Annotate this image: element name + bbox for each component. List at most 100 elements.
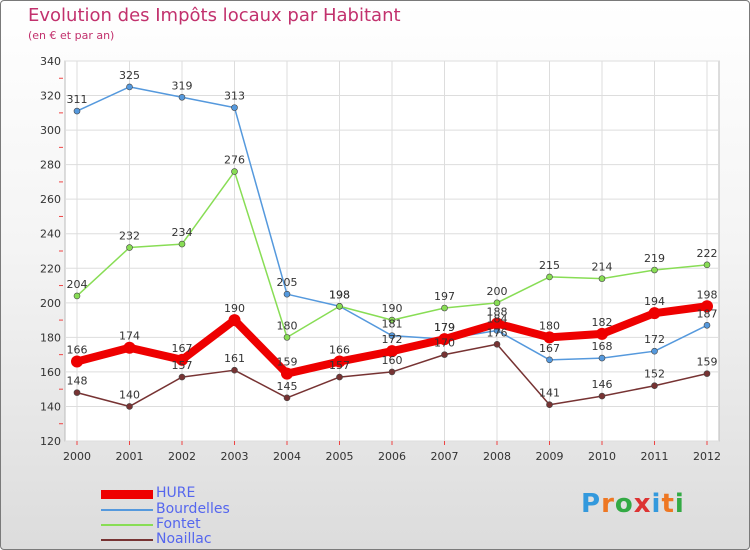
x-tick-label: 2010 [588, 450, 616, 463]
data-point-hure [438, 333, 451, 346]
data-label-hure: 198 [697, 288, 718, 301]
data-point-noaillac [231, 366, 238, 374]
data-label-bourdelles: 172 [644, 333, 665, 346]
data-point-fontet [388, 316, 396, 324]
data-label-bourdelles: 167 [539, 342, 560, 355]
x-tick-label: 2004 [273, 450, 301, 463]
logo-letter: t [661, 489, 675, 519]
data-point-fontet [336, 302, 343, 310]
y-tick-label: 160 [40, 366, 61, 379]
logo-letter: x [633, 489, 652, 519]
y-tick-label: 180 [40, 331, 61, 344]
data-label-bourdelles: 313 [224, 90, 245, 103]
data-point-fontet [598, 275, 606, 282]
data-point-bourdelles [598, 354, 606, 362]
x-tick-label: 2002 [168, 450, 196, 463]
data-label-hure: 174 [119, 330, 140, 343]
data-label-bourdelles: 198 [329, 288, 350, 301]
data-point-noaillac [546, 401, 553, 409]
x-tick-label: 2001 [116, 450, 144, 463]
data-point-noaillac [283, 394, 291, 402]
data-label-noaillac: 152 [644, 368, 665, 381]
data-point-fontet [73, 292, 81, 300]
data-label-fontet: 200 [487, 285, 508, 298]
data-point-fontet [546, 273, 553, 281]
data-label-fontet: 215 [539, 259, 560, 272]
y-tick-label: 300 [40, 124, 61, 137]
y-tick-label: 320 [40, 90, 61, 103]
data-label-bourdelles: 184 [487, 312, 508, 325]
data-point-noaillac [178, 373, 186, 381]
data-label-hure: 190 [224, 302, 245, 315]
data-point-bourdelles [126, 83, 133, 91]
x-tick-label: 2000 [63, 450, 91, 463]
data-label-bourdelles: 187 [697, 307, 718, 320]
data-label-hure: 180 [539, 319, 560, 332]
data-label-noaillac: 170 [434, 337, 455, 350]
legend-label-noaillac: Noaillac [156, 531, 212, 547]
data-point-noaillac [493, 340, 501, 348]
data-point-hure [176, 353, 188, 366]
data-point-hure [701, 300, 713, 313]
y-tick-label: 260 [40, 193, 61, 206]
data-point-fontet [178, 240, 186, 248]
data-label-bourdelles: 325 [119, 69, 140, 82]
x-tick-label: 2007 [431, 450, 459, 463]
data-label-noaillac: 141 [539, 387, 560, 400]
y-tick-label: 200 [40, 297, 61, 310]
data-label-hure: 182 [592, 316, 613, 329]
data-point-noaillac [598, 392, 606, 400]
y-tick-label: 140 [40, 400, 61, 413]
data-label-noaillac: 157 [329, 359, 350, 372]
data-label-fontet: 204 [67, 278, 88, 291]
data-label-fontet: 276 [224, 154, 245, 167]
data-label-noaillac: 148 [67, 375, 88, 388]
x-tick-label: 2006 [378, 450, 406, 463]
data-point-noaillac [126, 403, 133, 410]
data-point-noaillac [651, 382, 658, 390]
y-tick-label: 220 [40, 262, 61, 275]
data-point-fontet [441, 304, 448, 312]
data-label-noaillac: 159 [697, 356, 718, 369]
legend-swatch-hure [101, 490, 153, 499]
y-tick-label: 340 [40, 55, 61, 68]
x-tick-label: 2005 [326, 450, 354, 463]
data-label-fontet: 232 [119, 230, 140, 243]
data-point-noaillac [441, 351, 448, 358]
data-point-hure [281, 367, 293, 380]
data-point-hure [648, 307, 661, 320]
data-label-hure: 194 [644, 295, 665, 308]
x-tick-label: 2011 [641, 450, 669, 463]
data-point-hure [596, 327, 608, 340]
data-label-hure: 172 [382, 333, 403, 346]
data-label-noaillac: 146 [592, 378, 613, 391]
data-label-fontet: 219 [644, 252, 665, 265]
logo-letter: o [614, 489, 634, 519]
data-label-bourdelles: 311 [67, 93, 88, 106]
data-point-noaillac [703, 370, 711, 377]
data-label-hure: 159 [277, 356, 298, 369]
data-point-noaillac [336, 373, 343, 381]
data-label-fontet: 234 [172, 226, 193, 239]
data-point-bourdelles [178, 93, 186, 101]
data-point-hure [491, 317, 503, 330]
data-label-bourdelles: 319 [172, 79, 193, 92]
data-point-fontet [651, 266, 658, 274]
data-label-noaillac: 176 [487, 326, 508, 339]
y-tick-label: 280 [40, 159, 61, 172]
data-label-hure: 166 [67, 344, 88, 357]
data-point-fontet [283, 334, 291, 341]
logo-letter: i [674, 489, 685, 519]
data-label-hure: 188 [487, 306, 508, 319]
x-tick-label: 2012 [693, 450, 721, 463]
data-point-fontet [126, 244, 133, 251]
data-point-fontet [493, 299, 501, 307]
data-point-bourdelles [546, 356, 553, 364]
data-point-bourdelles [283, 290, 291, 298]
data-label-bourdelles: 179 [434, 321, 455, 334]
data-label-hure: 167 [172, 342, 193, 355]
x-tick-label: 2003 [221, 450, 249, 463]
y-tick-label: 240 [40, 228, 61, 241]
data-point-hure [333, 355, 346, 368]
